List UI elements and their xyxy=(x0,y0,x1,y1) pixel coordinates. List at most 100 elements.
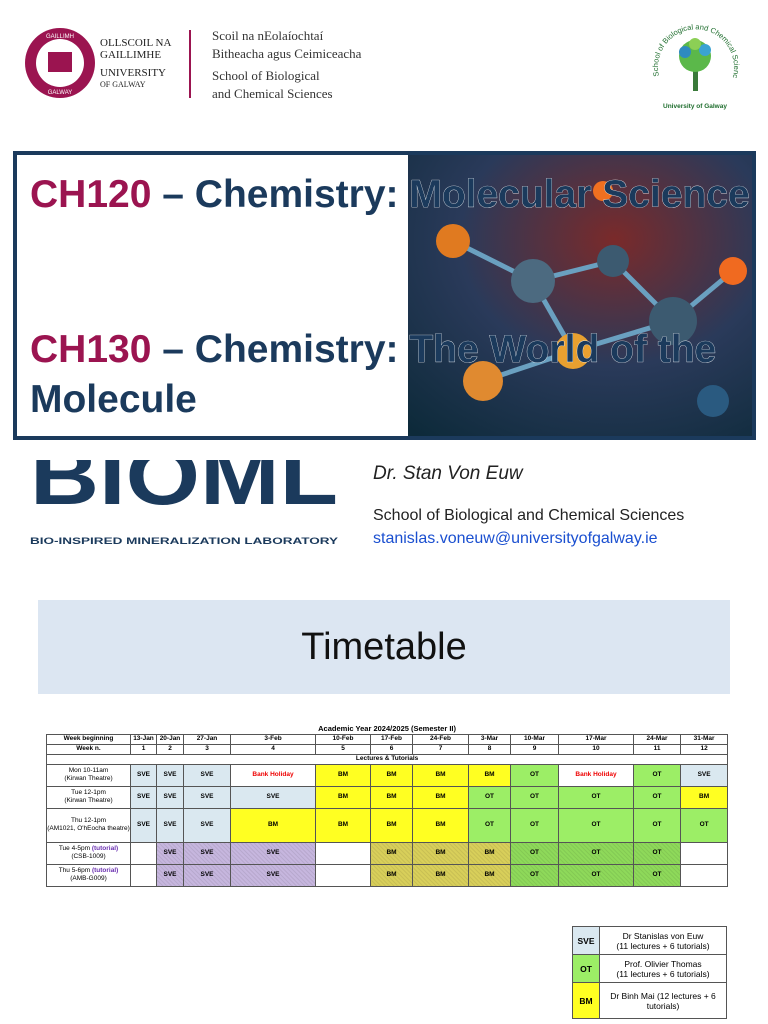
badge-bottom: University of Galway xyxy=(663,103,727,110)
timetable: Academic Year 2024/2025 (Semester II) Wee… xyxy=(45,724,729,887)
slot-cell: BM xyxy=(230,807,316,843)
table-title: Academic Year 2024/2025 (Semester II) xyxy=(318,724,457,733)
slot-cell: BM xyxy=(370,807,413,843)
header-label: Week beginning xyxy=(46,733,131,745)
legend-name: Dr Stanislas von Euw xyxy=(622,930,704,941)
week-date: 13-Jan xyxy=(130,733,157,745)
week-number: 2 xyxy=(156,743,184,755)
slot-room: (CSB-1009) xyxy=(71,853,106,860)
slot-time: Tue 4-5pm xyxy=(58,845,91,852)
slot-cell: BM xyxy=(412,863,469,887)
slot-cell: OT xyxy=(679,807,729,843)
slot-cell: Bank Holiday xyxy=(230,763,316,787)
crest-text: GALWAY xyxy=(48,90,73,96)
slot-cell xyxy=(679,863,729,887)
week-date: 3-Feb xyxy=(230,733,316,745)
slot-time: Tue 12-1pm xyxy=(71,789,106,796)
slot-cell: BM xyxy=(412,841,469,865)
slot-room: (Kirwan Theatre) xyxy=(64,797,113,804)
school-badge: School of Biological and Chemical Scienc… xyxy=(645,14,741,110)
slot-room: (AMB-G009) xyxy=(70,875,107,882)
tree-leaf xyxy=(679,46,691,58)
atom xyxy=(436,224,470,258)
school-line: and Chemical Sciences xyxy=(212,86,333,101)
atom xyxy=(597,245,629,277)
slot-cell: SVE xyxy=(183,785,231,809)
week-date: 31-Mar xyxy=(679,733,729,745)
slot-cell: BM xyxy=(315,807,371,843)
atom xyxy=(719,257,747,285)
university-logo: GAILLIMH GALWAY OLLSCOIL NA GAILLIMHE UN… xyxy=(25,28,362,101)
legend-text: Prof. Olivier Thomas (11 lectures + 6 tut… xyxy=(599,954,727,983)
week-number: 6 xyxy=(370,743,413,755)
slot-cell: OT xyxy=(633,807,681,843)
crest-castle xyxy=(48,52,72,72)
contact-school: School of Biological and Chemical Scienc… xyxy=(373,507,685,524)
slot-cell: OT xyxy=(633,785,681,809)
atom xyxy=(463,361,503,401)
slot-cell xyxy=(679,841,729,865)
slot-cell: SVE xyxy=(156,807,184,843)
course-name: – Chemistry: The World of the Molecule xyxy=(30,328,717,422)
legend: SVE Dr Stanislas von Euw (11 lectures + 6 … xyxy=(572,926,727,1019)
slot-row: Thu 5-6pm (tutorial) (AMB-G009) SVE SVE SVE B… xyxy=(46,863,729,887)
slot-cell: BM xyxy=(370,841,413,865)
slot-cell: BM xyxy=(412,785,469,809)
legend-name: Dr Binh Mai (12 lectures + 6 tutorials) xyxy=(610,990,716,1011)
tree-leaf xyxy=(699,44,711,56)
slot-cell: OT xyxy=(468,785,511,809)
slot-tag: (tutorial) xyxy=(91,867,119,874)
slot-cell: Bank Holiday xyxy=(558,763,634,787)
slot-cell: SVE xyxy=(130,807,157,843)
week-number: 4 xyxy=(230,743,316,755)
slot-cell: BM xyxy=(679,785,729,809)
title-box xyxy=(13,151,756,440)
slot-room: (AM1021, O'hEocha theatre) xyxy=(47,825,130,832)
legend-code: OT xyxy=(572,954,600,983)
week-number-row: Week n. 1 2 3 4 5 6 7 8 9 10 11 12 xyxy=(46,743,729,755)
slot-row: Tue 4-5pm (tutorial) (CSB-1009) SVE SVE SVE B… xyxy=(46,841,729,865)
slot-cell: SVE xyxy=(230,841,316,865)
course-code: CH130 xyxy=(30,328,152,372)
week-row: Week beginning 13-Jan 20-Jan 27-Jan 3-Feb 10-… xyxy=(46,733,729,745)
slot-label: Thu 5-6pm (tutorial) (AMB-G009) xyxy=(46,863,131,887)
atom xyxy=(593,181,613,201)
slot-cell: BM xyxy=(370,863,413,887)
slot-cell: BM xyxy=(468,841,511,865)
week-number: 1 xyxy=(130,743,157,755)
slot-cell: BM xyxy=(370,763,413,787)
section-label: Lectures & Tutorials xyxy=(45,753,729,765)
contact-email[interactable]: stanislas.voneuw@universityofgalway.ie xyxy=(373,530,658,547)
legend-code: BM xyxy=(572,982,600,1019)
university-english: UNIVERSITY xyxy=(100,67,166,79)
week-number: 8 xyxy=(468,743,511,755)
week-number: 9 xyxy=(510,743,559,755)
course-title: CH120 – Chemistry: Molecular Science xyxy=(30,170,750,220)
course-title: CH130 – Chemistry: The World of the Mole… xyxy=(30,325,750,425)
slot-cell xyxy=(130,863,157,887)
week-date: 3-Mar xyxy=(468,733,511,745)
slot-label: Mon 10-11am (Kirwan Theatre) xyxy=(46,763,131,787)
university-irish: GAILLIMHE xyxy=(100,49,161,61)
slot-row: Thu 12-1pm (AM1021, O'hEocha theatre) SVE S… xyxy=(46,807,729,843)
slot-cell: OT xyxy=(633,763,681,787)
slot-cell: SVE xyxy=(183,863,231,887)
atom xyxy=(697,385,729,417)
slot-label: Tue 4-5pm (tutorial) (CSB-1009) xyxy=(46,841,131,865)
slot-cell: BM xyxy=(468,763,511,787)
slot-cell: SVE xyxy=(156,763,184,787)
week-number: 5 xyxy=(315,743,371,755)
university-english: OF GALWAY xyxy=(100,80,146,89)
week-number: 10 xyxy=(558,743,634,755)
slot-label: Tue 12-1pm (Kirwan Theatre) xyxy=(46,785,131,809)
slot-cell: SVE xyxy=(156,785,184,809)
slot-time: Thu 5-6pm xyxy=(58,867,91,874)
slot-cell xyxy=(315,841,371,865)
slot-row: Mon 10-11am (Kirwan Theatre) SVE SVE SVE Bank… xyxy=(46,763,729,787)
slot-cell: SVE xyxy=(230,863,316,887)
slot-cell: OT xyxy=(558,863,634,887)
school-line: School of Biological xyxy=(212,68,320,83)
slot-cell: OT xyxy=(633,863,681,887)
slot-cell: SVE xyxy=(230,785,316,809)
slot-cell: BM xyxy=(468,863,511,887)
